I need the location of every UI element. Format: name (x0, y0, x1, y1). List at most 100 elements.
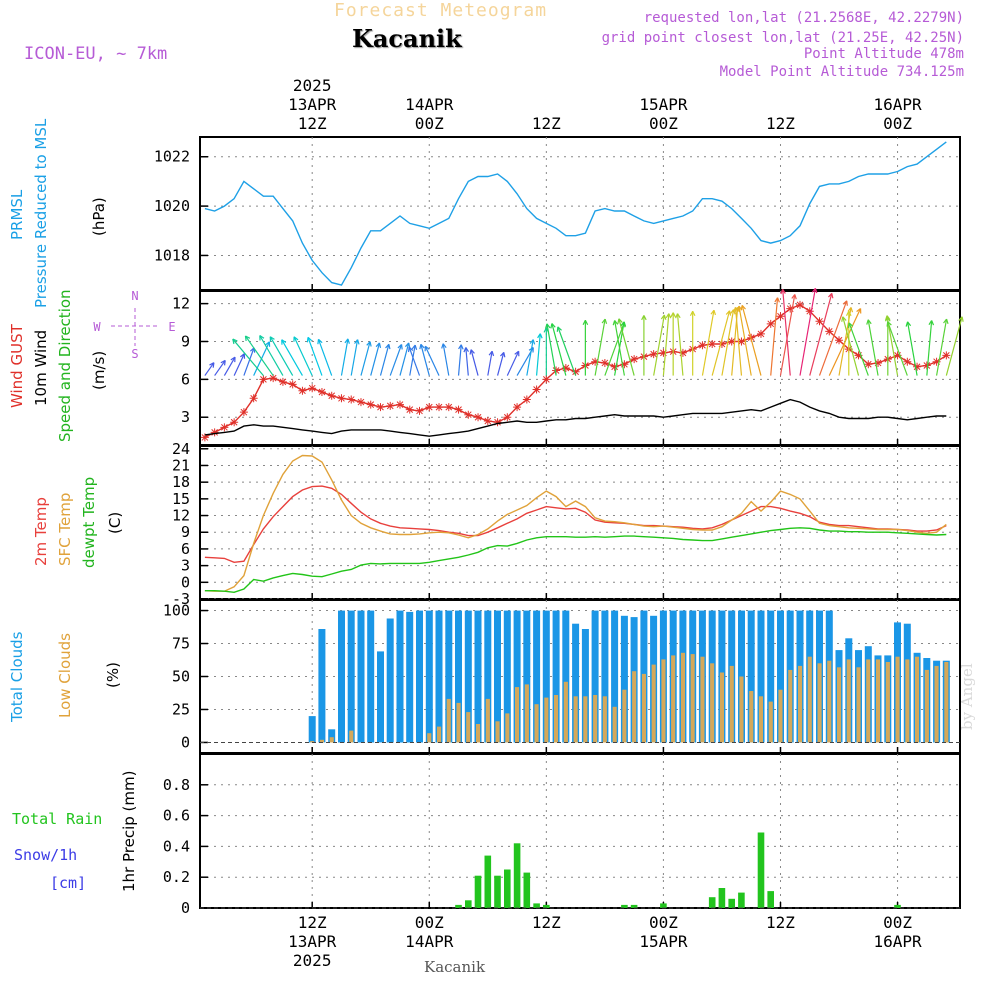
y-tick-label: 50 (172, 668, 190, 686)
bar-low-clouds (729, 665, 734, 743)
bar-low-clouds (710, 663, 715, 743)
gust-marker (444, 403, 453, 412)
bar-total-clouds (416, 610, 423, 743)
wind-arrow (782, 289, 791, 376)
wind-arrowhead (828, 292, 834, 299)
wind-arrow (741, 305, 762, 376)
gust-marker (796, 300, 804, 309)
bar-total-clouds (591, 610, 599, 743)
time-tick-line: 13APR (288, 932, 337, 951)
wind-arrow (408, 346, 421, 376)
wind-arrow (442, 343, 450, 376)
wind-arrow (259, 335, 284, 376)
bar-total-clouds (406, 611, 414, 743)
wind-arrow (818, 300, 848, 376)
gust-marker (288, 380, 297, 389)
time-tick-line (405, 76, 453, 95)
y-tick-label: 9 (181, 332, 190, 350)
time-tick-line (532, 76, 561, 95)
compass-letter: W (93, 320, 101, 334)
bar-low-clouds (427, 733, 432, 743)
gust-marker (327, 391, 336, 400)
wind-arrowhead (306, 336, 313, 343)
time-tick-line: 12Z (766, 114, 795, 133)
time-tick-line: 00Z (883, 913, 912, 932)
y-tick-label: -3 (172, 590, 190, 608)
panel-0: 1018 1020 1022 (154, 136, 961, 291)
wind-arrowhead (537, 333, 543, 339)
bar-total-clouds (338, 610, 345, 743)
gust-marker (317, 387, 326, 396)
temp-unit-label: (C) (106, 511, 124, 534)
wind-arrow (604, 322, 625, 376)
bar-total-clouds (455, 610, 462, 743)
gust-marker (552, 366, 561, 375)
wind-arrow (350, 339, 359, 376)
bar-total-clouds (767, 610, 775, 743)
wind-arrow (676, 313, 684, 376)
wind-arrowhead (675, 313, 681, 319)
bottom-time-tick: 00Z 15APR (639, 913, 687, 970)
snow-label: Snow/1h (14, 846, 78, 864)
bar-low-clouds (915, 656, 920, 743)
wind-arrowhead (601, 318, 608, 325)
gust-marker (220, 423, 229, 432)
wind-arrow (487, 351, 493, 376)
bar-low-clouds (817, 663, 822, 743)
bar-total-clouds (757, 610, 765, 743)
panel-4: 0 0.2 0.4 0.6 0.8 (163, 753, 961, 917)
bar-total-clouds (435, 610, 443, 743)
wind-arrow (867, 319, 879, 376)
time-tick-line: 15APR (639, 932, 688, 951)
wind-arrowhead (419, 343, 425, 350)
bar-total-clouds (503, 610, 511, 743)
compass-cross (111, 308, 159, 346)
y-tick-label: 1018 (154, 246, 190, 264)
model-point-altitude: Model Point Altitude 734.125m (719, 64, 964, 80)
wind-arrowhead (958, 316, 964, 322)
compass-letter: E (168, 320, 175, 334)
bar-total-rain (728, 898, 735, 908)
station-name: Kacanik (352, 24, 462, 53)
gust-marker (337, 394, 346, 403)
wind-arrowhead (620, 321, 627, 327)
bar-low-clouds (866, 659, 871, 743)
wind-arrowhead (514, 350, 520, 357)
temp-2m-label: 2m Temp (32, 497, 50, 566)
bar-total-rain (465, 900, 472, 908)
wind-arrowhead (842, 300, 848, 306)
wind-arrowhead (529, 339, 536, 345)
bar-total-clouds (747, 610, 755, 743)
panel-frame (199, 136, 961, 291)
wind-arrow (233, 353, 245, 376)
wind-arrowhead (544, 323, 551, 329)
wind-arrow (232, 338, 264, 376)
requested-coordinates: requested lon,lat (21.2568E, 42.2279N) (643, 10, 964, 26)
bar-low-clouds (739, 676, 744, 743)
wind-arrowhead (220, 359, 226, 366)
point-altitude: Point Altitude 478m (803, 46, 964, 62)
wind-arrowhead (240, 353, 246, 359)
gust-marker (503, 413, 512, 422)
wind-arrowhead (740, 304, 746, 311)
bar-low-clouds (788, 669, 793, 743)
bar-low-clouds (856, 667, 861, 743)
series-line-10m-wind (204, 398, 947, 437)
bar-low-clouds (671, 655, 676, 743)
y-tick-label: 24 (172, 440, 190, 458)
bar-low-clouds (583, 696, 588, 743)
bar-total-clouds (357, 610, 365, 743)
wind-arrowhead (866, 319, 872, 325)
bar-total-rain (474, 875, 482, 908)
gust-marker (874, 358, 883, 367)
gust-marker (942, 351, 951, 360)
gust-marker (737, 337, 746, 346)
bar-total-clouds (494, 610, 501, 743)
bar-low-clouds (651, 664, 656, 743)
gust-marker (230, 418, 239, 427)
y-tick-label: 100 (163, 602, 190, 620)
wind-arrowhead (556, 326, 562, 332)
bar-total-clouds (533, 610, 541, 743)
wind-arrowhead (780, 289, 786, 295)
